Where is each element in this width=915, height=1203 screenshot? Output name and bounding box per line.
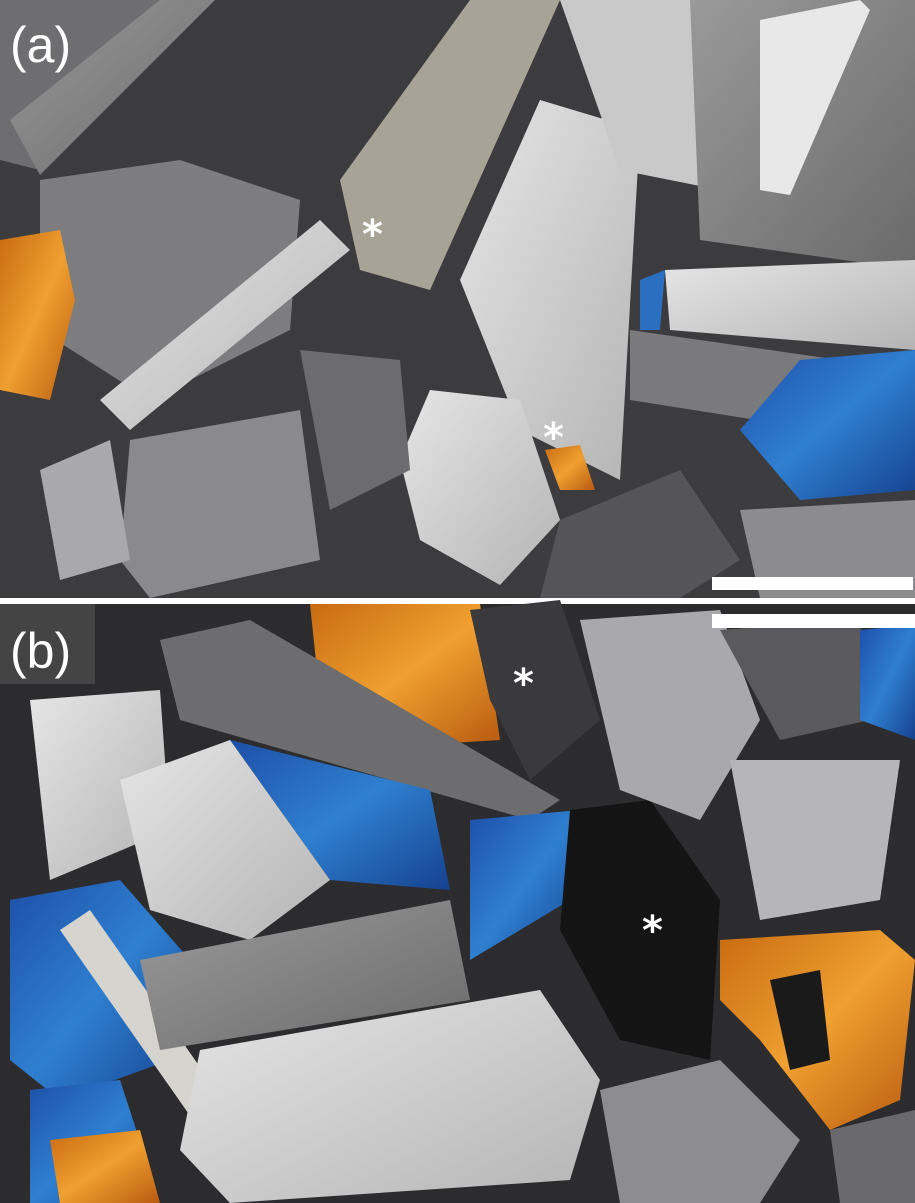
panel-label: (a) [10, 17, 71, 73]
crystal [730, 760, 900, 920]
figure: (a) * * (b) * * [0, 0, 915, 1203]
marker: * [362, 212, 383, 258]
panel-label: (b) [10, 623, 71, 679]
crystal [860, 625, 915, 740]
marker: * [543, 415, 564, 461]
page: (a) * * (b) * * (() => { const data = [0, 0, 915, 1203]
scale-bar [712, 577, 913, 590]
marker: * [513, 661, 534, 707]
scale-bar [712, 614, 915, 628]
panel-a: (a) * * [0, 0, 915, 598]
panel-b: (b) * * [0, 600, 915, 1203]
marker: * [642, 908, 663, 954]
